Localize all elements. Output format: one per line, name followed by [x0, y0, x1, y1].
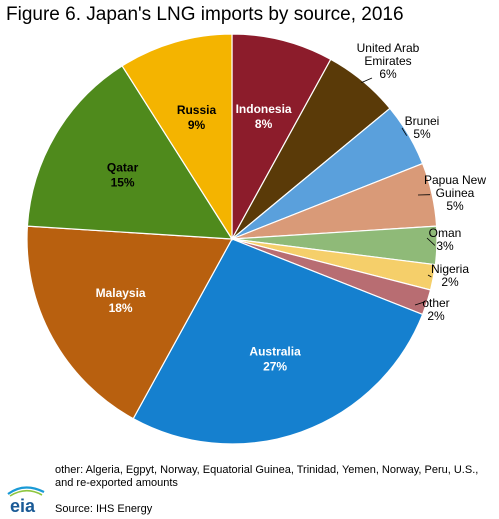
- pie-slice-malaysia: [26, 225, 233, 420]
- pie-slice-russia: [121, 33, 233, 242]
- slice-label: Malaysia 18%: [96, 286, 146, 315]
- slice-label: Nigeria 2%: [431, 262, 469, 289]
- source-note: Source: IHS Energy: [55, 503, 153, 515]
- slice-label: Russia 9%: [177, 103, 217, 132]
- leader-line: [414, 301, 426, 306]
- slice-label: Qatar 15%: [107, 160, 139, 189]
- slice-label: Brunei 5%: [405, 114, 440, 141]
- eia-logo: eia: [7, 486, 45, 516]
- slice-label: Oman 3%: [429, 226, 462, 253]
- slice-label: Australia 27%: [249, 345, 301, 374]
- chart-title: Figure 6. Japan's LNG imports by source,…: [6, 4, 404, 25]
- slice-label: Indonesia 8%: [236, 102, 292, 131]
- pie-slice-qatar: [26, 65, 234, 240]
- leader-line: [361, 77, 373, 83]
- pie-slice-indonesia: [231, 33, 332, 240]
- logo-text: eia: [10, 496, 36, 516]
- leader-line: [426, 237, 436, 246]
- slice-label: United Arab Emirates 6%: [357, 41, 420, 81]
- leader-line: [401, 127, 408, 136]
- slice-label: other 2%: [422, 296, 449, 323]
- pie-slice-australia: [132, 238, 424, 445]
- footnote: other: Algeria, Egpyt, Norway, Equatoria…: [55, 464, 479, 489]
- slice-label: Papua New Guinea 5%: [424, 173, 486, 213]
- leader-line: [427, 274, 432, 278]
